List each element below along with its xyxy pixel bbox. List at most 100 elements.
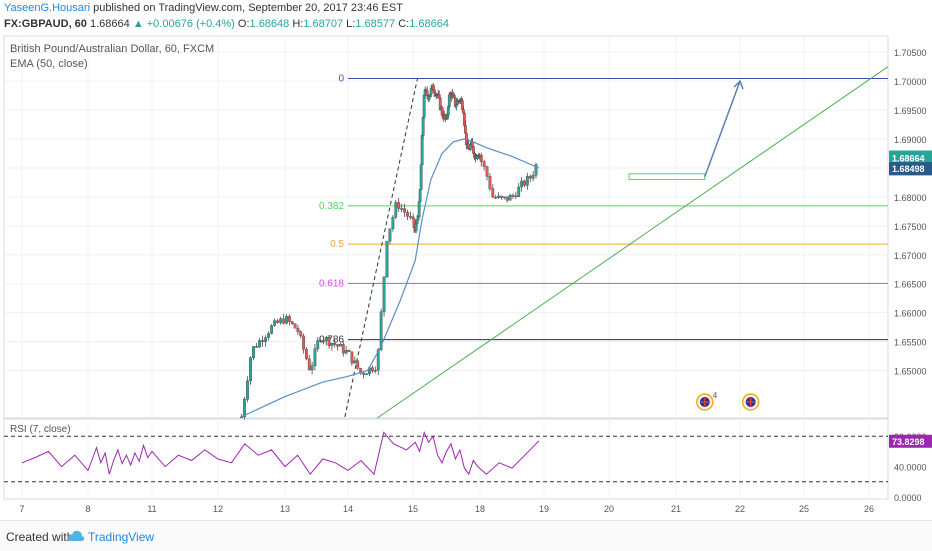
symbol-title: British Pound/Australian Dollar, 60, FXC… [10, 43, 214, 55]
candle-body [388, 228, 392, 242]
candle-body [307, 358, 311, 371]
price-tick-label: 1.67500 [894, 222, 927, 232]
candle-body [258, 340, 261, 348]
open-label: O: [237, 18, 250, 30]
price-change: ▲ +0.00676 (+0.4%) [132, 18, 235, 30]
candle-body [517, 186, 521, 197]
price-pane[interactable] [3, 35, 889, 419]
candle-body [299, 331, 303, 337]
rsi-legend: RSI (7, close) [10, 424, 71, 435]
time-tick-label: 15 [408, 504, 418, 514]
candle-body [523, 180, 526, 186]
candles [240, 82, 538, 420]
rsi-line [21, 430, 540, 476]
price-tick-label: 1.65500 [894, 338, 927, 348]
candle-body [385, 241, 389, 278]
candle-body [296, 327, 300, 333]
candle-body [341, 344, 345, 354]
candle-body [422, 94, 426, 118]
candle-body [302, 335, 305, 350]
candle-body [420, 135, 424, 166]
candle-body [347, 350, 351, 352]
candle-body [344, 350, 348, 354]
rsi-value-tag-text: 73.8298 [892, 437, 925, 447]
candle-body [485, 166, 489, 177]
time-tick-label: 25 [799, 504, 809, 514]
candle-body [255, 346, 258, 348]
time-tick-label: 8 [85, 504, 90, 514]
candle-body [505, 196, 509, 201]
time-tick-label: 7 [19, 504, 24, 514]
candle-body [525, 176, 529, 186]
rsi-tick-label: 40.0000 [894, 463, 927, 473]
candle-body [520, 180, 524, 188]
close-value: 1.68664 [409, 18, 449, 30]
fibonacci-levels: 0 0.382 0.5 0.618 0.786 [319, 74, 888, 346]
time-tick-label: 19 [539, 504, 549, 514]
price-tick-label: 1.67000 [894, 251, 927, 261]
candle-body [336, 344, 340, 347]
time-tick-label: 14 [343, 504, 353, 514]
price-tick-label: 1.69000 [894, 135, 927, 145]
publish-line: YaseenG.Housari published on TradingView… [4, 2, 403, 14]
candle-body [322, 340, 325, 342]
created-with-text: Created with [6, 530, 74, 544]
candle-body [394, 202, 398, 218]
candle-body [379, 311, 383, 351]
candle-body [293, 323, 297, 329]
candle-body [463, 125, 467, 134]
candle-body [350, 351, 354, 364]
candle-body [488, 176, 492, 189]
chart-frame[interactable]: 0 0.382 0.5 0.618 0.786 4 1.70500 1.70000 1.69… [0, 35, 932, 520]
price-tick-label: 1.70500 [894, 48, 927, 58]
candle-body [419, 164, 423, 190]
candle-body [290, 321, 294, 324]
candle-body [249, 357, 252, 382]
uk-flag-icon [746, 398, 755, 406]
candle-body [310, 365, 314, 371]
price-tick-label: 1.65000 [894, 367, 927, 377]
fib-level-label: 0.786 [319, 335, 344, 346]
ema-legend: EMA (50, close) [10, 58, 88, 70]
candle-body [313, 348, 317, 366]
candle-body [252, 346, 255, 358]
candle-body [508, 195, 512, 201]
fib-level-label: 0.382 [319, 201, 344, 212]
time-axis[interactable]: 7 8 11 12 13 14 15 18 19 20 21 22 25 26 [19, 504, 874, 514]
candle-body [514, 195, 518, 197]
forecast-arrow [704, 80, 741, 177]
candle-body [288, 316, 291, 322]
candle-body [376, 349, 380, 371]
time-tick-label: 13 [280, 504, 290, 514]
candle-body [427, 96, 431, 100]
candle-body [406, 212, 409, 217]
time-tick-label: 21 [671, 504, 681, 514]
tradingview-link[interactable]: TradingView [88, 530, 155, 544]
candle-body [531, 175, 535, 179]
price-tick-label: 1.70000 [894, 77, 927, 87]
rsi-series [4, 430, 888, 483]
time-tick-label: 22 [735, 504, 745, 514]
event-count: 4 [713, 391, 718, 400]
candle-body [500, 195, 503, 198]
time-tick-label: 26 [864, 504, 874, 514]
candle-body [324, 337, 328, 341]
drawings [344, 66, 889, 419]
author-link[interactable]: YaseenG.Housari [4, 2, 91, 14]
candle-body [479, 155, 483, 162]
chart-svg[interactable]: 0 0.382 0.5 0.618 0.786 4 1.70500 1.70000 1.69… [0, 35, 932, 520]
candle-body [276, 320, 280, 323]
candle-body [279, 318, 283, 323]
price-tick-label: 1.66000 [894, 309, 927, 319]
fib-anchor-line [344, 78, 418, 417]
candle-body [418, 189, 422, 202]
rsi-tick-label: 0.0000 [894, 493, 922, 503]
ema-value-tag-text: 1.68498 [892, 164, 925, 174]
open-value: 1.68648 [249, 18, 290, 30]
candle-body [370, 367, 374, 372]
event-markers: 4 [696, 391, 760, 411]
candle-body [261, 340, 264, 342]
candle-body [409, 216, 412, 218]
rsi-pane[interactable] [3, 418, 889, 500]
